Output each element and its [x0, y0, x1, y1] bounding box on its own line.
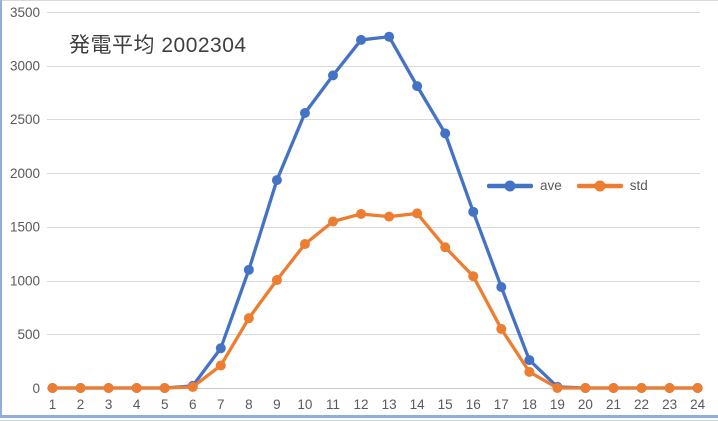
- x-tick-label: 16: [466, 397, 481, 412]
- std-marker: [328, 216, 338, 227]
- std-marker: [524, 366, 535, 377]
- y-tick-label: 500: [17, 327, 40, 342]
- std-marker: [356, 208, 367, 219]
- legend-label-ave: ave: [540, 178, 562, 193]
- std-marker: [159, 383, 170, 393]
- x-tick-label: 14: [410, 397, 426, 412]
- x-tick-label: 18: [522, 397, 537, 412]
- ave-line: [50, 35, 700, 390]
- x-tick-label: 7: [217, 397, 225, 412]
- std-marker: [131, 383, 142, 393]
- x-tick-label: 2: [77, 397, 85, 412]
- ave-marker: [299, 107, 310, 118]
- std-marker: [552, 383, 563, 393]
- std-marker: [271, 275, 282, 286]
- legend-marker-ave: [504, 180, 516, 191]
- legend-marker-std: [594, 180, 606, 191]
- y-tick-label: 1000: [10, 273, 40, 288]
- x-tick-label: 6: [189, 397, 197, 412]
- std-marker: [636, 383, 647, 393]
- x-tick-label: 19: [550, 397, 565, 412]
- ave-marker: [412, 81, 423, 92]
- legend-swatch-ave-icon: [487, 180, 533, 191]
- std-marker: [47, 383, 58, 393]
- x-tick-label: 12: [354, 397, 369, 412]
- x-tick-label: 22: [634, 397, 649, 412]
- legend-item-ave[interactable]: ave: [487, 178, 562, 193]
- std-marker: [103, 383, 114, 393]
- std-marker: [664, 383, 675, 393]
- x-tick-label: 1: [49, 397, 57, 412]
- ave-marker: [215, 343, 226, 354]
- y-tick-label: 3000: [10, 59, 40, 74]
- x-tick-label: 21: [606, 397, 621, 412]
- ave-marker: [496, 282, 507, 293]
- ave-marker: [243, 264, 254, 275]
- y-tick-label: 0: [32, 381, 40, 396]
- ave-marker: [440, 128, 451, 139]
- std-line: [50, 211, 700, 390]
- x-tick-label: 5: [161, 397, 169, 412]
- std-marker: [75, 383, 86, 393]
- ave-marker: [356, 34, 367, 45]
- x-tick-label: 8: [245, 397, 253, 412]
- x-tick-label: 23: [662, 397, 677, 412]
- ave-marker: [384, 31, 395, 42]
- legend-item-std[interactable]: std: [576, 178, 648, 193]
- std-marker: [440, 242, 451, 253]
- std-marker: [187, 381, 198, 392]
- x-tick-label: 9: [273, 397, 281, 412]
- y-tick-label: 3500: [10, 5, 40, 20]
- legend-swatch-std-icon: [576, 180, 623, 191]
- std-marker: [608, 383, 619, 393]
- std-marker: [384, 211, 395, 222]
- std-marker: [412, 208, 423, 219]
- y-tick-label: 2500: [10, 112, 40, 127]
- std-marker: [580, 383, 591, 393]
- legend-label-std: std: [629, 178, 648, 193]
- ave-marker: [328, 70, 338, 81]
- x-tick-label: 15: [438, 397, 453, 412]
- ave-marker: [524, 355, 535, 366]
- x-tick-label: 17: [494, 397, 509, 412]
- std-marker: [299, 239, 310, 250]
- x-tick-label: 11: [326, 397, 340, 412]
- x-tick-label: 10: [297, 397, 312, 412]
- x-tick-label: 3: [105, 397, 113, 412]
- x-tick-label: 4: [133, 397, 141, 412]
- x-tick-label: 20: [578, 397, 593, 412]
- ave-marker: [271, 175, 282, 186]
- y-tick-label: 1500: [10, 220, 40, 235]
- std-marker: [215, 360, 226, 371]
- std-marker: [496, 323, 507, 334]
- legend: ave std: [487, 178, 648, 193]
- std-marker: [692, 383, 703, 393]
- chart-title: 発電平均 2002304: [69, 34, 247, 57]
- x-tick-label: 24: [690, 397, 706, 412]
- std-marker: [468, 271, 479, 282]
- std-marker: [243, 313, 254, 324]
- ave-marker: [468, 206, 479, 217]
- y-tick-label: 2000: [10, 166, 40, 181]
- x-tick-label: 13: [382, 397, 397, 412]
